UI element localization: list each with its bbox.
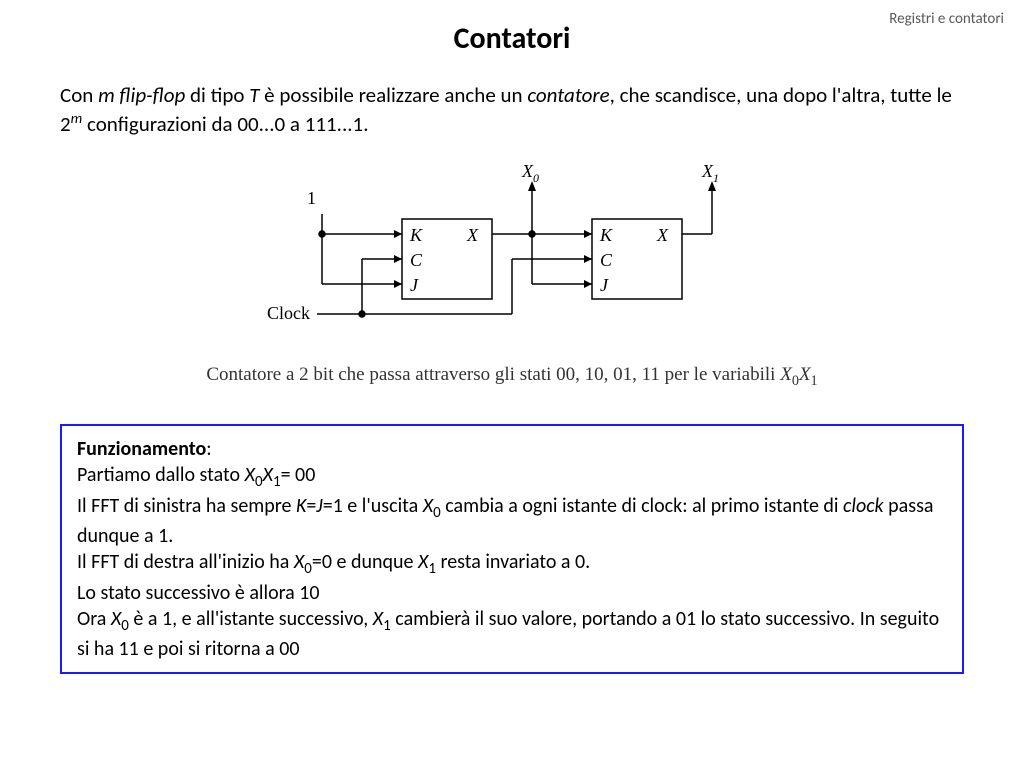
ff2-X: X	[656, 225, 669, 245]
l3x0: X	[294, 550, 304, 574]
explanation-box: Funzionamento: Partiamo dallo stato X0X1…	[60, 424, 964, 674]
diagram-svg: 1 Clock K X C J	[232, 159, 792, 339]
intro-i3: contatore	[527, 82, 609, 108]
box-heading: Funzionamento	[77, 437, 206, 461]
l2a: Il FFT di sinistra ha sempre	[77, 494, 296, 518]
intro-i1: m flip-flop	[98, 82, 185, 108]
ff1-X: X	[466, 225, 479, 245]
label-clock: Clock	[267, 303, 310, 323]
l1x0s: 0	[255, 473, 263, 491]
ff2-C: C	[600, 250, 613, 270]
ff2-K: K	[599, 225, 613, 245]
label-one: 1	[307, 188, 316, 208]
l5x1: X	[373, 607, 383, 631]
ff2-J: J	[600, 275, 609, 295]
intro-t5: configurazioni da 00...0 a 111...1.	[82, 111, 368, 137]
circuit-diagram: 1 Clock K X C J	[232, 159, 792, 339]
l2i1: K	[296, 494, 306, 518]
l2i3: clock	[843, 494, 884, 518]
cap-x0: X	[780, 364, 792, 385]
l2x0s: 0	[433, 504, 441, 522]
l1b: = 00	[281, 463, 316, 487]
l2m2: =1 e l'uscita	[323, 494, 423, 518]
l1x1s: 1	[273, 473, 281, 491]
cap-x1: X	[799, 364, 811, 385]
cap-x1s: 1	[811, 372, 818, 388]
l5x0: X	[111, 607, 121, 631]
l5x1s: 1	[383, 617, 391, 635]
intro-sup: m	[71, 109, 83, 127]
ff1-J: J	[410, 275, 419, 295]
intro-i2: T	[249, 82, 259, 108]
diagram-caption: Contatore a 2 bit che passa attraverso g…	[60, 364, 964, 390]
l3x0s: 0	[304, 560, 312, 578]
l2m1: =	[306, 494, 316, 518]
l5a: Ora	[77, 607, 111, 631]
label-x0: X0	[521, 161, 539, 185]
l5b: è a 1, e all'istante successivo,	[129, 607, 373, 631]
label-x1: X1	[701, 161, 719, 185]
l1a: Partiamo dallo stato	[77, 463, 245, 487]
l3m: =0 e dunque	[312, 550, 418, 574]
intro-t3: è possibile realizzare anche un	[259, 82, 527, 108]
l3b: resta invariato a 0.	[436, 550, 590, 574]
header-right: Registri e contatori	[889, 10, 1004, 28]
l5x0s: 0	[121, 617, 129, 635]
l3x1s: 1	[428, 560, 436, 578]
ff1-C: C	[410, 250, 423, 270]
l2x0: X	[423, 494, 433, 518]
cap-x0s: 0	[792, 372, 799, 388]
l3a: Il FFT di destra all'inizio ha	[77, 550, 294, 574]
l1x0: X	[245, 463, 255, 487]
intro-t2: di tipo	[185, 82, 249, 108]
ff1-K: K	[409, 225, 423, 245]
l4: Lo stato successivo è allora 10	[77, 581, 320, 605]
l3x1: X	[418, 550, 428, 574]
cap-t1: Contatore a 2 bit che passa attraverso g…	[206, 364, 780, 385]
l2b: cambia a ogni istante di clock: al primo…	[441, 494, 843, 518]
intro-paragraph: Con m flip-flop di tipo T è possibile re…	[60, 82, 964, 139]
l1x1: X	[263, 463, 273, 487]
page-title: Contatori	[60, 20, 964, 57]
intro-t1: Con	[60, 82, 98, 108]
